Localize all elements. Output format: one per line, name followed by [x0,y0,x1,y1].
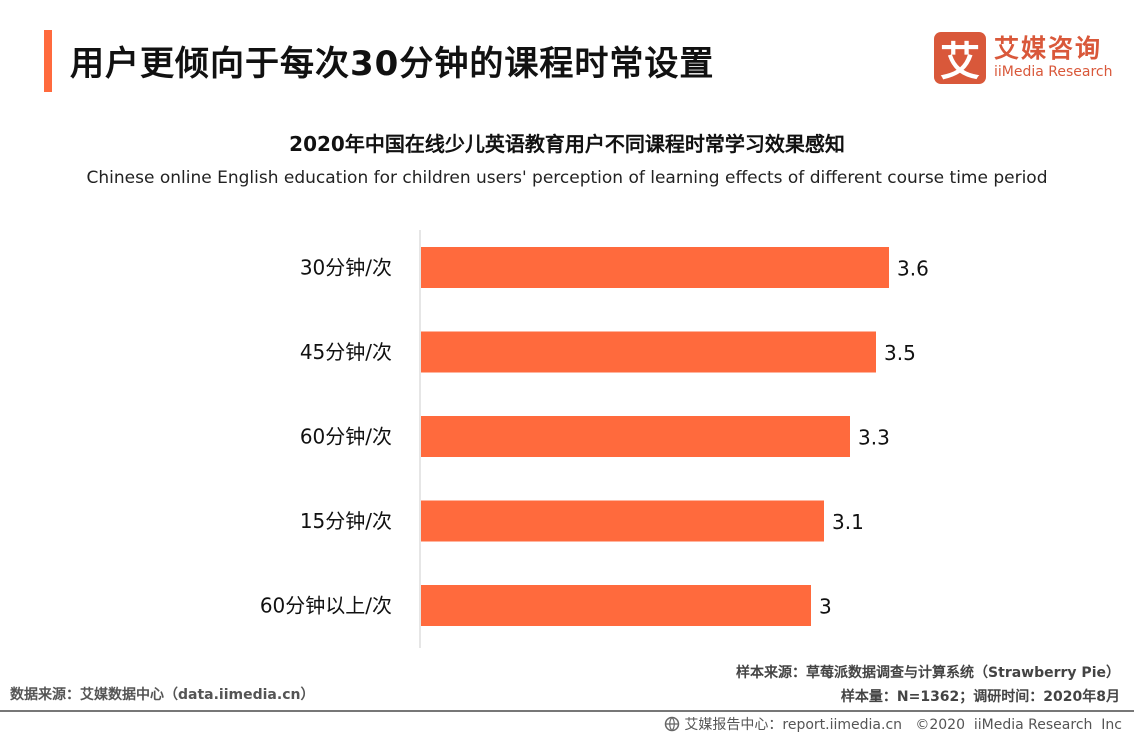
bar [421,416,850,457]
report-center: 艾媒报告中心：report.iimedia.cn ©2020 iiMedia R… [684,717,1122,733]
logo-cn: 艾媒咨询 [994,34,1103,63]
value-label: 3.1 [832,510,864,534]
bar [421,585,811,626]
logo-mark: 艾 [934,32,986,85]
value-label: 3.6 [897,257,929,281]
logo-en: iiMedia Research [994,64,1113,80]
category-label: 45分钟/次 [300,340,392,364]
globe-icon [665,716,680,732]
chart-title: 2020年中国在线少儿英语教育用户不同课程时常学习效果感知 [289,132,845,156]
footer-divider [0,710,1134,712]
chart-subtitle: Chinese online English education for chi… [86,168,1048,188]
title-accent-bar [44,30,52,92]
bar [421,500,824,542]
bar [421,247,889,288]
value-label: 3.5 [884,341,916,365]
footer: 艾媒报告中心：report.iimedia.cn ©2020 iiMedia R… [664,714,1122,734]
value-label: 3.3 [858,426,890,450]
category-label: 15分钟/次 [300,509,392,533]
sample-source: 样本来源：草莓派数据调查与计算系统（Strawberry Pie） [736,665,1120,681]
data-source: 数据来源：艾媒数据中心（data.iimedia.cn） [10,687,315,703]
value-label: 3 [819,595,832,619]
logo: 艾 艾媒咨询 iiMedia Research [934,32,1113,85]
sample-size: 样本量：N=1362；调研时间：2020年8月 [840,689,1120,705]
category-label: 60分钟以上/次 [260,594,392,618]
category-label: 60分钟/次 [300,425,392,449]
category-label: 30分钟/次 [300,256,392,280]
bar [421,331,876,373]
bar-chart: 30分钟/次 3.6 45分钟/次 3.5 60分钟/次 3.3 15分钟/次 3.1 60分钟… [260,230,929,648]
page-title: 用户更倾向于每次30分钟的课程时常设置 [70,44,715,84]
